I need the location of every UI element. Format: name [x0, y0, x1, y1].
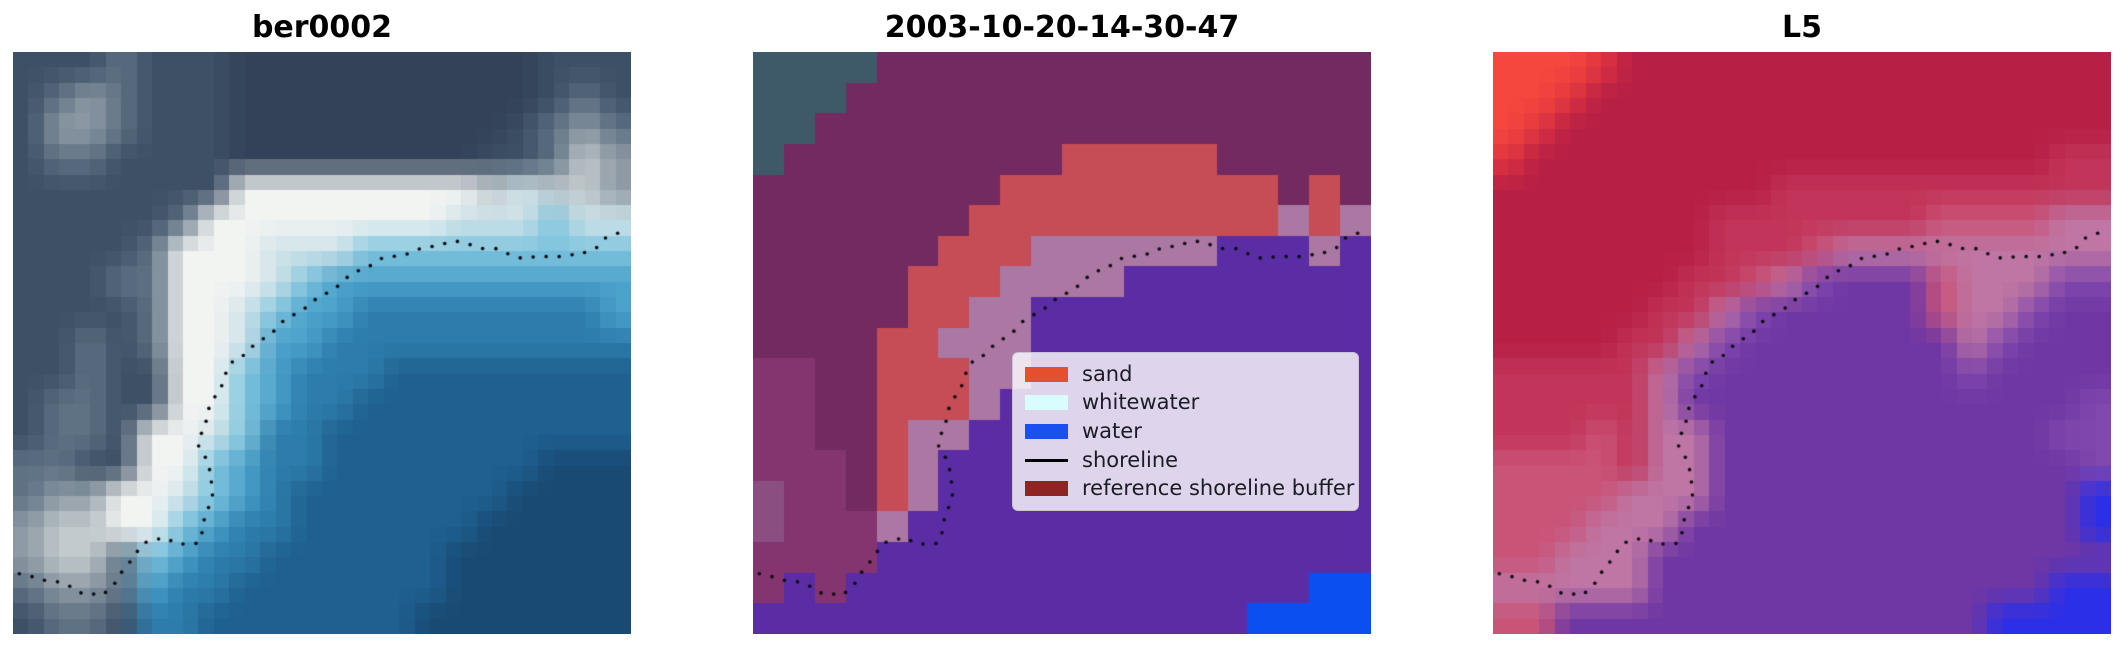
legend-label-sand: sand [1082, 361, 1133, 386]
panel-classification: 2003-10-20-14-30-47 sand whitewater wate… [753, 10, 1371, 634]
legend-entry-whitewater: whitewater [1025, 391, 1346, 415]
legend-label-whitewater: whitewater [1082, 390, 1200, 415]
legend-label-reference-buffer: reference shoreline buffer [1082, 476, 1355, 501]
l5-false-color-image [1493, 52, 2111, 634]
legend-label-shoreline: shoreline [1082, 447, 1179, 472]
panel-title-ber0002: ber0002 [251, 10, 393, 45]
whitewater-color-swatch [1025, 395, 1068, 411]
water-color-swatch [1025, 423, 1068, 439]
classification-image [753, 52, 1371, 634]
panel-l5: L5 [1493, 10, 2111, 634]
legend-entry-sand: sand [1025, 362, 1346, 386]
reference-buffer-color-swatch [1025, 481, 1068, 497]
classification-legend: sand whitewater water shoreline referenc… [1012, 352, 1359, 511]
shoreline-line-swatch [1025, 458, 1068, 462]
panel-title-date: 2003-10-20-14-30-47 [884, 10, 1240, 45]
panel-title-l5: L5 [1782, 10, 1822, 45]
ber0002-rgb-image [13, 52, 631, 634]
legend-label-water: water [1082, 418, 1142, 443]
legend-entry-water: water [1025, 419, 1346, 443]
panel-ber0002: ber0002 [13, 10, 631, 634]
legend-entry-shoreline: shoreline [1025, 448, 1346, 472]
legend-entry-reference-buffer: reference shoreline buffer [1025, 477, 1354, 501]
sand-color-swatch [1025, 366, 1068, 382]
